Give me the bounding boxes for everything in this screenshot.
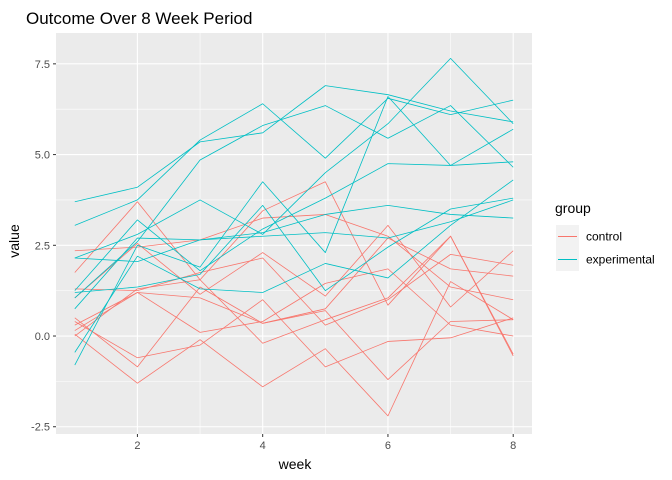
plot-panel [56, 33, 532, 434]
series-line-control-4 [74, 237, 514, 368]
series-line-control-1 [74, 214, 514, 301]
series-line-control-5 [74, 268, 514, 337]
series-line-control-10 [74, 235, 514, 357]
series-line-experimental-19 [74, 197, 514, 293]
series-line-experimental-12 [74, 97, 514, 226]
series-line-control-7 [74, 299, 514, 368]
series-line-experimental-11 [74, 85, 514, 203]
series-line-experimental-20 [74, 179, 514, 353]
x-tick-label: 8 [510, 440, 516, 452]
series-line-control-8 [74, 292, 514, 380]
legend-label-control: control [586, 230, 622, 244]
series-layer [74, 58, 514, 417]
y-tick-label: -2.5 [31, 422, 50, 434]
x-axis: 2 4 6 8 [134, 434, 516, 452]
legend: group control experimental [555, 200, 655, 271]
series-line-control-2 [74, 181, 514, 355]
y-axis-title: value [6, 224, 22, 258]
series-line-control-6 [74, 281, 514, 417]
y-tick-label: 2.5 [35, 240, 50, 252]
y-tick-label: 7.5 [35, 59, 50, 71]
legend-label-experimental: experimental [586, 253, 655, 267]
chart-title: Outcome Over 8 Week Period [26, 9, 252, 28]
y-tick-label: 0.0 [35, 331, 50, 343]
series-line-experimental-17 [74, 199, 514, 310]
series-line-control-3 [74, 224, 514, 308]
x-axis-title: week [278, 456, 313, 472]
x-tick-label: 6 [385, 440, 391, 452]
x-tick-label: 4 [260, 440, 266, 452]
series-line-experimental-15 [74, 96, 514, 366]
legend-title: group [555, 200, 591, 216]
y-tick-label: 5.0 [35, 150, 50, 162]
y-axis: -2.5 0.0 2.5 5.0 7.5 [31, 59, 56, 434]
series-line-experimental-16 [74, 161, 514, 291]
x-tick-label: 2 [134, 440, 140, 452]
series-line-experimental-18 [74, 204, 514, 263]
grid-lines [56, 33, 532, 434]
